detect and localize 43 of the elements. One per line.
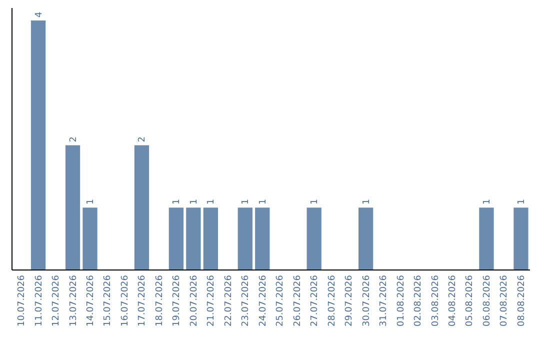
x-tick-label: 03.08.2026 <box>430 274 441 327</box>
data-label: 1 <box>189 198 200 205</box>
data-label: 1 <box>362 198 372 205</box>
x-tick-label: 16.07.2026 <box>120 274 130 327</box>
x-tick-label: 30.07.2026 <box>362 274 372 327</box>
x-tick-label: 19.07.2026 <box>172 274 182 327</box>
x-tick-label: 13.07.2026 <box>68 274 79 327</box>
data-label: 2 <box>138 136 148 142</box>
x-tick-label: 29.07.2026 <box>344 274 355 327</box>
data-label: 1 <box>206 198 217 205</box>
x-tick-label: 01.08.2026 <box>396 274 406 327</box>
x-tick-label: 21.07.2026 <box>206 274 217 327</box>
x-tick-label: 06.08.2026 <box>482 274 492 327</box>
data-label: 1 <box>172 198 182 205</box>
x-tick-label: 23.07.2026 <box>241 274 252 327</box>
x-tick-label: 08.08.2026 <box>516 274 527 327</box>
data-label: 1 <box>258 198 268 205</box>
data-label: 1 <box>241 198 252 205</box>
x-tick-label: 02.08.2026 <box>414 274 424 327</box>
x-tick-label: 28.07.2026 <box>327 274 338 327</box>
data-label: 1 <box>310 198 320 205</box>
x-tick-label: 10.07.2026 <box>17 274 28 327</box>
x-tick-label: 22.07.2026 <box>224 274 234 327</box>
x-tick-label: 27.07.2026 <box>310 274 320 327</box>
x-tick-label: 20.07.2026 <box>189 274 200 327</box>
x-tick-label: 25.07.2026 <box>276 274 286 327</box>
x-tick-label: 31.07.2026 <box>379 274 390 327</box>
x-tick-label: 26.07.2026 <box>292 274 303 327</box>
x-tick-label: 04.08.2026 <box>448 274 458 327</box>
data-label: 2 <box>68 136 79 142</box>
x-tick-label: 14.07.2026 <box>86 274 96 327</box>
x-tick-label: 12.07.2026 <box>52 274 62 327</box>
data-label: 1 <box>86 198 96 205</box>
data-label: 1 <box>516 198 527 205</box>
data-label: 4 <box>34 11 44 18</box>
data-label: 1 <box>482 198 492 205</box>
x-tick-label: 24.07.2026 <box>258 274 268 327</box>
x-tick-label: 17.07.2026 <box>138 274 148 327</box>
x-tick-label: 07.08.2026 <box>500 274 510 327</box>
x-tick-label: 15.07.2026 <box>103 274 114 327</box>
x-tick-label: 11.07.2026 <box>34 274 44 327</box>
x-tick-label: 05.08.2026 <box>465 274 476 327</box>
x-tick-label: 18.07.2026 <box>154 274 165 327</box>
